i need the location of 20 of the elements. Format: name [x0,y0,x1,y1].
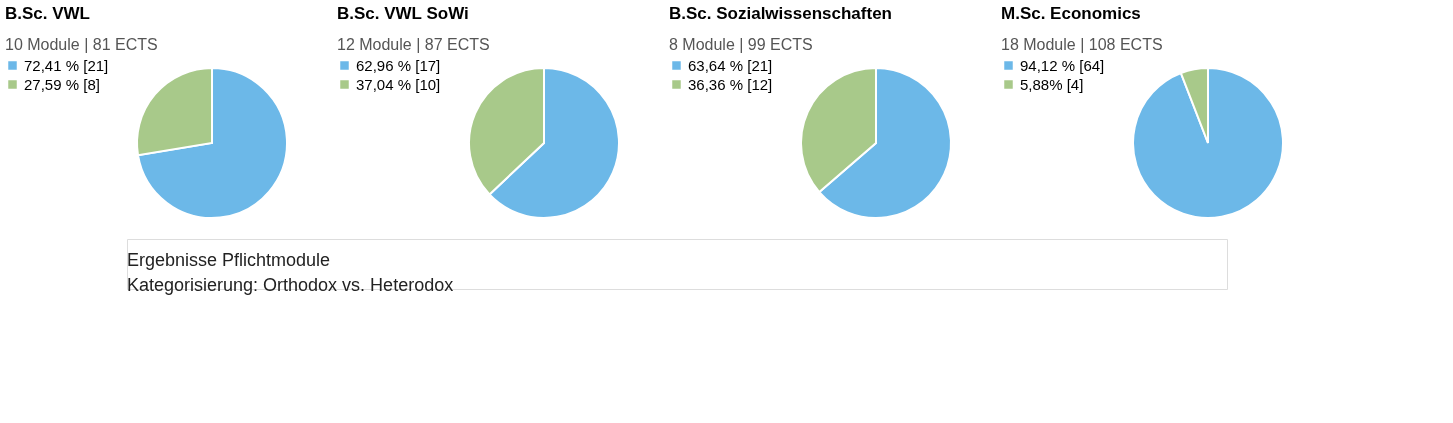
legend-label: 5,88% [4] [1020,75,1084,93]
chart-subtitle: 10 Module | 81 ECTS [5,36,158,53]
chart-title: B.Sc. VWL SoWi [337,4,469,23]
pie-slice [136,67,288,219]
legend-label: 27,59 % [8] [24,75,100,93]
legend-label: 72,41 % [21] [24,56,109,74]
legend-label: 94,12 % [64] [1020,56,1105,74]
legend-label: 63,64 % [21] [688,56,773,74]
text: Kategorisierung: Orthodox vs. Heterodox [127,274,454,295]
text: Ergebnisse Pflichtmodule [127,249,331,270]
legend-label: 36,36 % [12] [688,75,773,93]
chart-title: B.Sc. Sozialwissenschaften [669,4,892,23]
legend-label: 62,96 % [17] [356,56,441,74]
pie-slice [1132,67,1284,219]
chart-title: M.Sc. Economics [1001,4,1141,23]
chart-subtitle: 8 Module | 99 ECTS [669,36,813,53]
chart-title: B.Sc. VWL [5,4,91,23]
legend-label: 37,04 % [10] [356,75,441,93]
chart-subtitle: 12 Module | 87 ECTS [337,36,490,53]
chart-subtitle: 18 Module | 108 ECTS [1001,36,1163,53]
